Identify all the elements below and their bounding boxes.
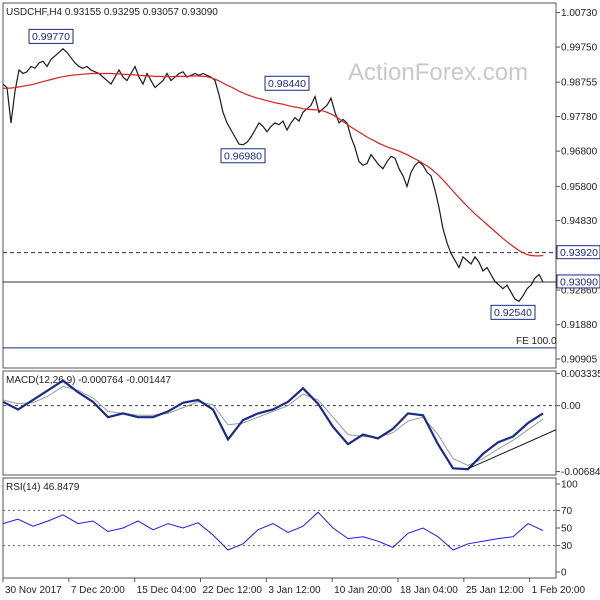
x-tick-label: 18 Jan 04:00 (400, 585, 458, 596)
price-y-tick-label: 0.96800 (561, 147, 598, 158)
price-panel-title: USDCHF,H4 0.93155 0.93295 0.93057 0.9309… (6, 7, 218, 18)
x-tick-label: 22 Dec 12:00 (203, 585, 263, 596)
rsi-panel-title: RSI(14) 46.8479 (6, 482, 80, 493)
level-label: 0.93090 (560, 276, 598, 288)
annotation-label: 0.92540 (494, 307, 532, 319)
level-label: 0.93920 (560, 247, 598, 259)
price-y-tick-label: 0.90905 (561, 355, 598, 366)
annotation-label: 0.99770 (32, 31, 70, 43)
level-box (556, 274, 600, 289)
fe-label: FE 100.0 (516, 336, 557, 347)
ma-series (3, 72, 544, 257)
x-axis: 30 Nov 2017 7 Dec 20:00 15 Dec 04:00 22 Dec… (2, 578, 586, 596)
annotation-box (220, 148, 266, 164)
annotation-box (28, 28, 74, 44)
price-y-tick-label: 0.98755 (561, 78, 598, 89)
macd-panel: 0.003335 0.00 -0.006843 (2, 369, 600, 478)
price-series (2, 47, 544, 303)
macd-trendline (466, 429, 557, 470)
annotation-label: 0.98440 (268, 78, 306, 90)
x-tick-label: 25 Jan 12:00 (466, 585, 524, 596)
rsi-y-tick-label: 50 (561, 524, 573, 535)
macd-panel-title: MACD(12,26,9) -0.000764 -0.001447 (6, 375, 172, 386)
rsi-y-tick-label: 0 (561, 568, 567, 579)
price-y-tick-label: 0.92860 (561, 286, 598, 297)
rsi-series (2, 511, 544, 551)
x-tick-label: 30 Nov 2017 (5, 585, 62, 596)
panel-frame (2, 370, 557, 476)
panel-frame (2, 477, 557, 579)
annotation-box (490, 304, 536, 320)
x-tick-label: 15 Dec 04:00 (137, 585, 197, 596)
annotation-box (264, 75, 310, 91)
macd-y-tick-label: -0.006843 (561, 467, 600, 478)
rsi-y-tick-label: 100 (561, 480, 578, 491)
price-y-tick-label: 0.91880 (561, 320, 598, 331)
price-y-tick-label: 0.95800 (561, 182, 598, 193)
macd-y-tick-label: 0.003335 (561, 369, 600, 380)
x-tick-label: 1 Feb 20:00 (532, 585, 586, 596)
price-y-tick-label: 0.94830 (561, 216, 598, 227)
price-y-tick-label: 0.97780 (561, 112, 598, 123)
price-y-tick-label: 1.00730 (561, 8, 598, 19)
x-tick-label: 10 Jan 20:00 (334, 585, 392, 596)
watermark: ActionForex.com (348, 59, 528, 86)
price-panel: 1.00730 0.99750 0.98755 0.97780 0.96800 0.958… (2, 8, 600, 366)
rsi-y-tick-label: 30 (561, 541, 573, 552)
x-tick-label: 3 Jan 12:00 (268, 585, 321, 596)
level-box (556, 245, 600, 260)
rsi-panel: 100 70 50 30 0 (2, 480, 578, 579)
macd-y-tick-label: 0.00 (561, 401, 581, 412)
signal-series (2, 385, 544, 466)
x-tick-label: 7 Dec 20:00 (71, 585, 125, 596)
rsi-y-tick-label: 70 (561, 506, 573, 517)
panel-frame (2, 2, 557, 369)
macd-series (2, 379, 544, 471)
price-y-tick-label: 0.99750 (561, 43, 598, 54)
annotation-label: 0.96980 (224, 150, 262, 162)
